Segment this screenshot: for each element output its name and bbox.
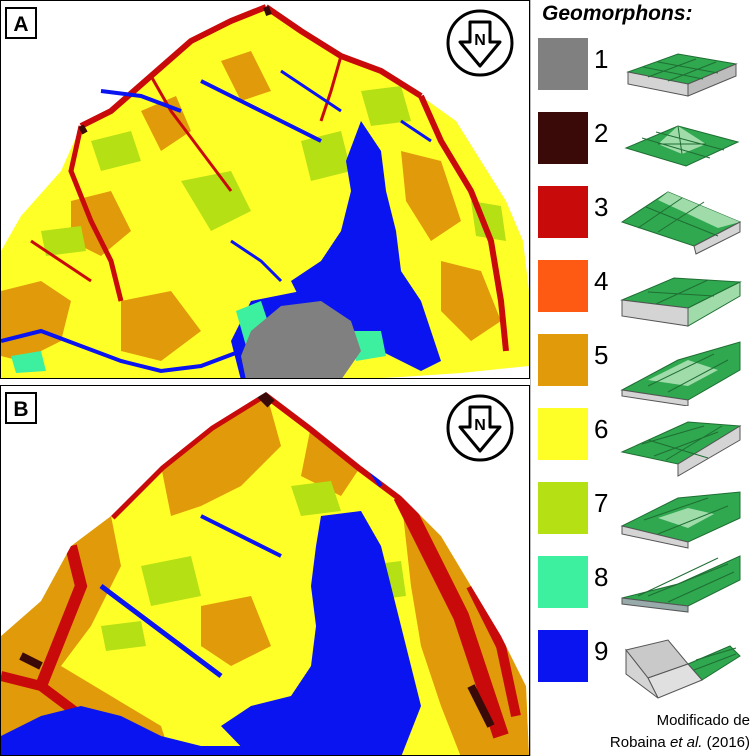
credit-author: Robaina	[609, 734, 670, 751]
credit-line2: Robaina et al. (2016)	[610, 732, 750, 754]
legend-number: 7	[594, 488, 609, 518]
peak-icon	[624, 125, 740, 167]
legend-swatch	[538, 186, 588, 238]
footslope-icon	[621, 555, 741, 613]
legend-number: 8	[594, 562, 609, 592]
credit-text: Modificado de Robaina et al. (2016)	[610, 710, 750, 754]
legend-number: 2	[594, 118, 609, 148]
legend-item: 8	[538, 552, 756, 626]
terrain-map-a	[1, 4, 529, 378]
credit-etal: et al.	[669, 734, 703, 751]
north-arrow-icon: N	[446, 394, 514, 462]
legend-item: 2	[538, 108, 756, 182]
legend-swatch	[538, 112, 588, 164]
legend-swatch	[538, 408, 588, 460]
legend-number: 3	[594, 192, 609, 222]
legend-swatch	[538, 260, 588, 312]
legend-swatch	[538, 630, 588, 682]
flat-icon	[626, 53, 738, 97]
legend-item: 4	[538, 256, 756, 330]
legend-number: 6	[594, 414, 609, 444]
credit-line1: Modificado de	[656, 712, 750, 729]
column-divider	[530, 0, 531, 756]
legend-item: 3	[538, 182, 756, 256]
legend-item: 7	[538, 478, 756, 552]
legend-swatch	[538, 334, 588, 386]
map-panel-b: B N	[0, 385, 530, 756]
legend-number: 1	[594, 44, 609, 74]
panel-b-label: B	[5, 392, 37, 424]
legend-number: 5	[594, 340, 609, 370]
north-label: N	[474, 417, 486, 434]
legend-item: 6	[538, 404, 756, 478]
legend-title: Geomorphons:	[542, 2, 693, 25]
spur-icon	[620, 341, 741, 406]
credit-year: (2016)	[702, 734, 750, 751]
legend-number: 4	[594, 266, 609, 296]
legend-item: 5	[538, 330, 756, 406]
legend-number: 9	[594, 636, 609, 666]
panel-a-label: A	[5, 7, 37, 39]
legend-item: 9	[538, 626, 756, 700]
legend-swatch	[538, 482, 588, 534]
shoulder-icon	[620, 277, 742, 327]
terrain-map-b	[1, 386, 529, 755]
map-panel-a: A N	[0, 0, 530, 379]
legend-swatch	[538, 556, 588, 608]
hollow-icon	[620, 491, 741, 549]
ridge-icon	[620, 191, 742, 255]
valley-icon	[625, 639, 741, 699]
legend-swatch	[538, 38, 588, 90]
slope-icon	[620, 421, 742, 477]
north-arrow-icon: N	[446, 9, 514, 77]
north-label: N	[474, 32, 486, 49]
legend-item: 1	[538, 34, 756, 108]
